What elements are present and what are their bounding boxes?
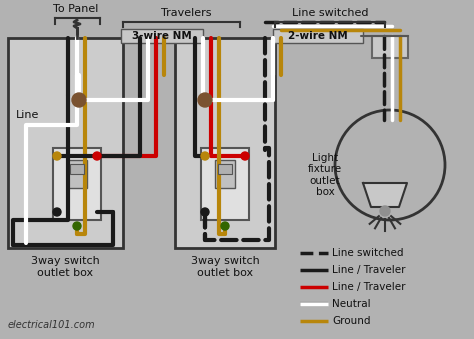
Bar <box>215 160 235 188</box>
Bar <box>8 38 123 248</box>
Text: 3-wire NM: 3-wire NM <box>132 31 192 41</box>
Text: Line / Traveler: Line / Traveler <box>332 282 405 292</box>
Bar <box>201 148 249 220</box>
Circle shape <box>380 206 390 216</box>
Circle shape <box>93 152 101 160</box>
Text: Line switched: Line switched <box>292 8 368 18</box>
Polygon shape <box>363 183 407 207</box>
Circle shape <box>73 222 81 230</box>
Bar <box>53 148 101 220</box>
Text: Ground: Ground <box>332 316 371 326</box>
Circle shape <box>241 152 249 160</box>
Text: Line switched: Line switched <box>332 248 403 258</box>
Text: To Panel: To Panel <box>53 4 99 14</box>
Text: electrical101.com: electrical101.com <box>8 320 96 330</box>
Bar <box>67 160 87 188</box>
Circle shape <box>198 93 212 107</box>
Bar <box>175 38 275 248</box>
Circle shape <box>72 93 86 107</box>
Text: Line / Traveler: Line / Traveler <box>332 265 405 275</box>
Text: 3way switch
outlet box: 3way switch outlet box <box>31 256 100 278</box>
Circle shape <box>221 222 229 230</box>
Text: Neutral: Neutral <box>332 299 371 309</box>
Text: 2-wire NM: 2-wire NM <box>288 31 348 41</box>
Bar <box>218 164 232 174</box>
Text: Line: Line <box>16 110 39 120</box>
Bar <box>273 29 363 43</box>
Circle shape <box>201 208 209 216</box>
Circle shape <box>201 152 209 160</box>
Circle shape <box>53 152 61 160</box>
Circle shape <box>53 208 61 216</box>
Text: 3way switch
outlet box: 3way switch outlet box <box>191 256 259 278</box>
Bar <box>121 29 203 43</box>
Bar <box>372 36 408 58</box>
Bar <box>70 164 84 174</box>
Text: Travelers: Travelers <box>161 8 211 18</box>
Text: Light
fixture
outlet
box: Light fixture outlet box <box>308 153 342 197</box>
